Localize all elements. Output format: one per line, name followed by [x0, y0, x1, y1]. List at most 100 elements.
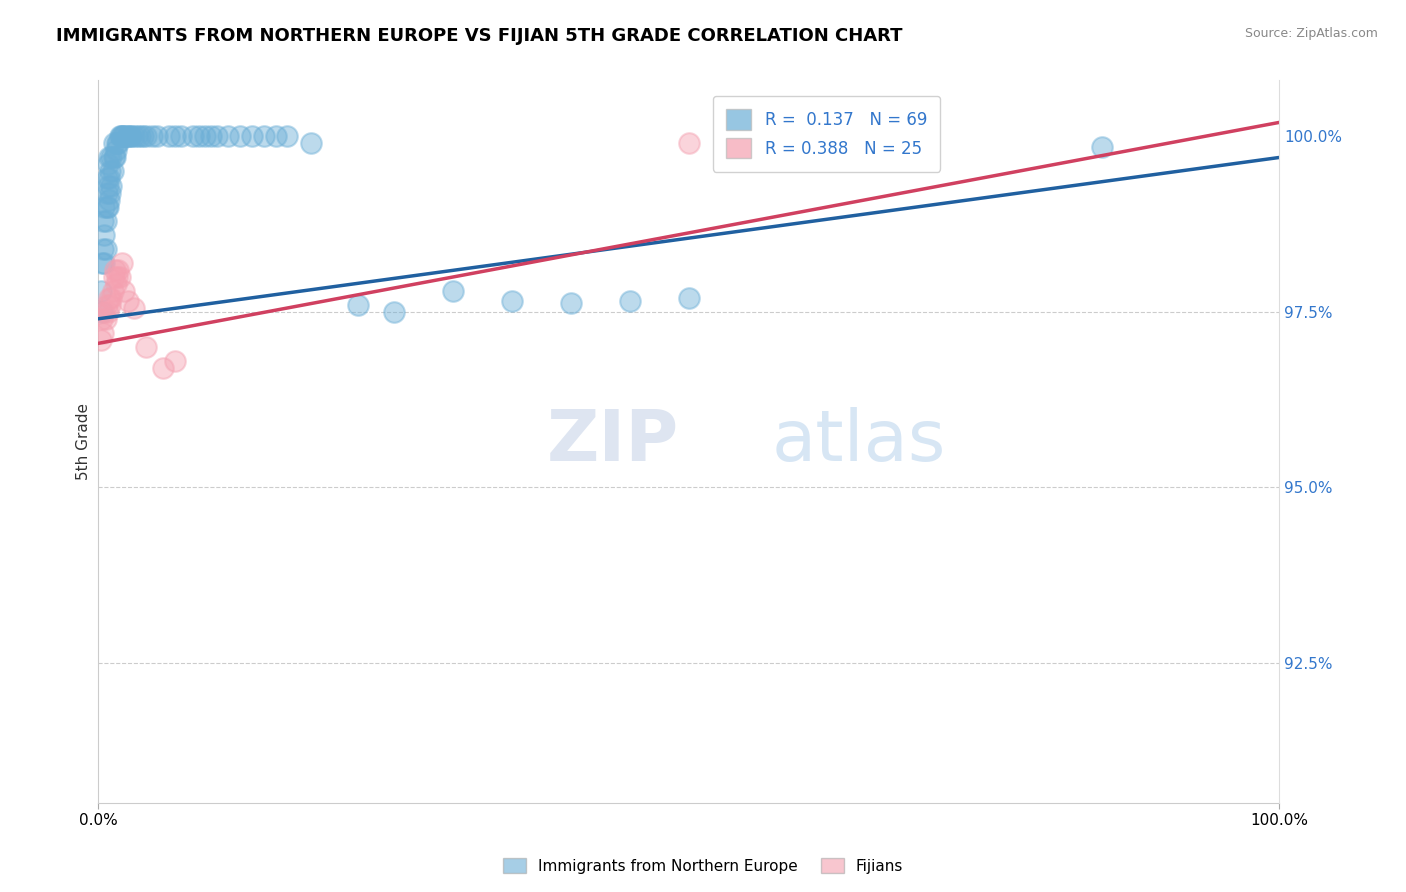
Point [98, 193, 121, 207]
Point [157, 129, 180, 144]
Point [141, 129, 163, 144]
Point [187, 129, 209, 144]
Point [100, 151, 122, 165]
Point [678, 136, 700, 151]
Legend: Immigrants from Northern Europe, Fijians: Immigrants from Northern Europe, Fijians [496, 852, 910, 880]
Point [264, 129, 287, 144]
Point [165, 129, 187, 144]
Point [229, 129, 252, 144]
Point [120, 129, 142, 144]
Point [194, 129, 217, 144]
Point [117, 294, 139, 309]
Point [111, 129, 134, 144]
Point [94, 311, 117, 326]
Point [382, 305, 405, 319]
Legend: R =  0.137   N = 69, R = 0.388   N = 25: R = 0.137 N = 69, R = 0.388 N = 25 [713, 95, 941, 171]
Point [97, 200, 120, 214]
Point [347, 298, 370, 312]
Point [91, 255, 114, 269]
Point [94, 213, 117, 227]
Point [96, 298, 118, 312]
Point [117, 129, 139, 144]
Point [100, 291, 122, 305]
Point [122, 301, 145, 316]
Point [103, 269, 125, 284]
Point [105, 136, 128, 151]
Point [115, 129, 138, 144]
Point [678, 291, 700, 305]
Point [91, 305, 114, 319]
Point [97, 157, 120, 171]
Point [93, 305, 115, 319]
Point [441, 284, 464, 298]
Point [91, 242, 114, 256]
Point [98, 291, 121, 305]
Point [107, 136, 129, 151]
Point [91, 326, 114, 340]
Point [112, 129, 135, 144]
Point [121, 129, 143, 144]
Point [96, 171, 118, 186]
Point [135, 129, 157, 144]
Point [103, 136, 125, 151]
Point [96, 200, 118, 214]
Point [240, 129, 263, 144]
Point [108, 129, 131, 144]
Point [1091, 140, 1114, 154]
Point [93, 200, 115, 214]
Point [93, 227, 115, 242]
Point [127, 129, 149, 144]
Point [152, 360, 174, 375]
Point [91, 311, 114, 326]
Point [111, 255, 134, 269]
Point [276, 129, 298, 144]
Point [104, 151, 127, 165]
Point [97, 178, 120, 193]
Point [98, 164, 121, 178]
Point [91, 213, 114, 227]
Point [101, 164, 124, 178]
Point [103, 151, 125, 165]
Point [98, 298, 121, 312]
Point [200, 129, 222, 144]
Point [165, 354, 187, 368]
Point [560, 296, 582, 310]
Point [146, 129, 169, 144]
Point [94, 242, 117, 256]
Point [299, 136, 322, 151]
Point [253, 129, 276, 144]
Text: IMMIGRANTS FROM NORTHERN EUROPE VS FIJIAN 5TH GRADE CORRELATION CHART: IMMIGRANTS FROM NORTHERN EUROPE VS FIJIA… [56, 27, 903, 45]
Point [112, 284, 135, 298]
Point [217, 129, 239, 144]
Point [96, 186, 118, 200]
Y-axis label: 5th Grade: 5th Grade [76, 403, 91, 480]
Point [122, 129, 145, 144]
Point [112, 129, 135, 144]
Point [205, 129, 228, 144]
Point [132, 129, 155, 144]
Point [98, 171, 121, 186]
Point [98, 186, 121, 200]
Point [100, 178, 122, 193]
Point [105, 269, 128, 284]
Point [181, 129, 204, 144]
Text: atlas: atlas [772, 407, 946, 476]
Point [108, 269, 131, 284]
Point [619, 294, 641, 309]
Point [90, 333, 112, 347]
Point [97, 305, 120, 319]
Text: Source: ZipAtlas.com: Source: ZipAtlas.com [1244, 27, 1378, 40]
Point [105, 144, 128, 158]
Point [128, 129, 150, 144]
Text: ZIP: ZIP [547, 407, 679, 476]
Point [98, 151, 121, 165]
Point [110, 129, 132, 144]
Point [101, 284, 124, 298]
Point [170, 129, 193, 144]
Point [90, 284, 112, 298]
Point [135, 340, 157, 354]
Point [105, 277, 128, 291]
Point [501, 294, 523, 309]
Point [104, 262, 127, 277]
Point [107, 262, 129, 277]
